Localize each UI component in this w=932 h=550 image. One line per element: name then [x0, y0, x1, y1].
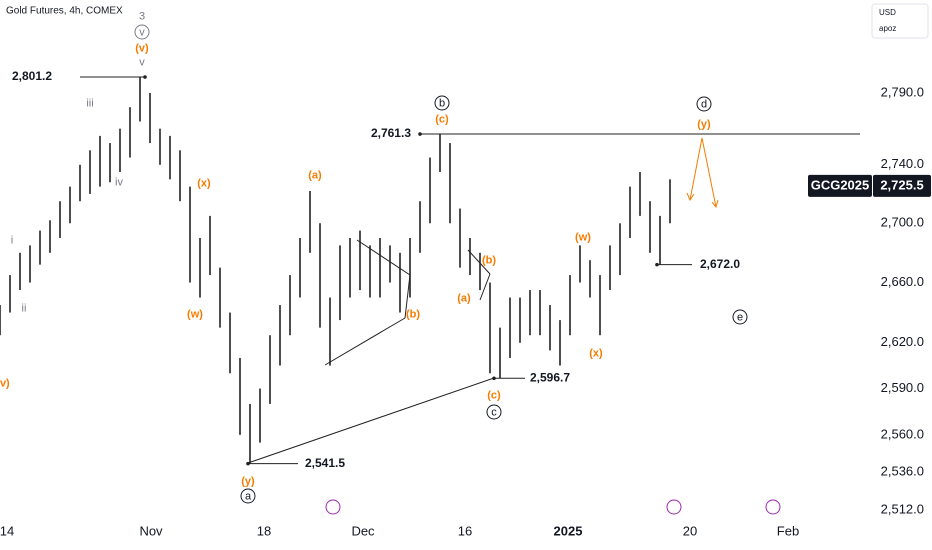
price-label: 2,725.5 [880, 177, 923, 192]
wave-label: (y) [241, 475, 255, 487]
event-icon[interactable] [325, 499, 341, 515]
wave-label: i [11, 234, 13, 246]
y-tick-label: 2,512.0 [881, 502, 924, 517]
wave-label: (x) [589, 347, 603, 359]
y-tick-label: 2,536.0 [881, 464, 924, 479]
wave-label: v [139, 56, 145, 68]
wave-label: v [139, 26, 145, 38]
wave-label: (x) [197, 177, 211, 189]
level-label: 2,672.0 [700, 257, 740, 271]
triangle-line [324, 317, 406, 366]
wave-label: (c) [487, 389, 501, 401]
x-tick-label: 18 [257, 523, 271, 538]
triangle-line [404, 274, 411, 319]
x-tick-label: 20 [683, 523, 697, 538]
trend-line [247, 377, 495, 464]
wave-label: (v) [135, 42, 149, 54]
level-label: 2,801.2 [12, 69, 52, 83]
wave-label: (w) [575, 231, 591, 243]
y-tick-label: 2,660.0 [881, 274, 924, 289]
wave-circle [732, 309, 748, 325]
wave-circle [696, 96, 712, 112]
wave-label: d [701, 98, 707, 110]
chart-title: Gold Futures, 4h, COMEX [6, 6, 123, 17]
wave-label: (b) [406, 308, 420, 320]
wave-circle [434, 95, 450, 111]
y-tick-label: 2,590.0 [881, 380, 924, 395]
event-icon[interactable] [765, 499, 781, 515]
wave-circle [486, 404, 502, 420]
wave-label: b [439, 97, 445, 109]
level-label: 2,596.7 [530, 370, 570, 384]
wave-label: iv [115, 176, 123, 188]
price-badge [873, 174, 931, 197]
x-tick-label: Nov [139, 523, 163, 538]
level-anchor [492, 376, 496, 381]
wave-label: (w) [187, 308, 203, 320]
level-label: 2,761.3 [371, 126, 411, 140]
wave-label: (b) [482, 254, 496, 266]
triangle-line [467, 249, 491, 275]
triangle-line [479, 273, 491, 301]
wave-label: ii [22, 302, 27, 314]
y-tick-label: 2,560.0 [881, 426, 924, 441]
level-label: 2,541.5 [305, 456, 345, 470]
wave-circle [134, 24, 150, 40]
symbol-label: GCG2025 [811, 177, 870, 192]
wave-label: (a) [308, 169, 322, 181]
wave-label: iii [86, 97, 93, 109]
triangle-line [356, 239, 411, 276]
user: apoz [879, 24, 896, 33]
level-anchor [143, 75, 147, 79]
y-tick-label: 2,620.0 [881, 334, 924, 349]
x-tick-label: Feb [777, 523, 799, 538]
x-tick-label: Dec [351, 523, 375, 538]
currency: USD [879, 8, 896, 17]
wave-label: c [491, 406, 497, 418]
y-tick-label: 2,790.0 [881, 84, 924, 99]
event-icons[interactable] [325, 499, 781, 515]
level-anchor [246, 461, 250, 466]
y-tick-label: 2,700.0 [881, 215, 924, 230]
y-tick-label: 2,740.0 [881, 156, 924, 171]
x-tick-label: 14 [0, 523, 14, 538]
currency-box[interactable] [871, 3, 929, 39]
wave-circle [240, 488, 256, 504]
symbol-badge [808, 174, 872, 197]
wave-label: 3 [139, 10, 145, 22]
wave-label: e [737, 311, 743, 323]
wave-label: (a) [457, 292, 471, 304]
wave-label: a [245, 490, 252, 502]
wave-label: (v) [0, 377, 10, 389]
drawings [247, 239, 495, 464]
level-anchor [655, 262, 659, 267]
x-tick-label: 16 [458, 523, 472, 538]
wave-label: (y) [697, 118, 711, 130]
x-tick-label: 2025 [554, 523, 583, 538]
projection-arrow [686, 137, 719, 209]
event-icon[interactable] [666, 499, 682, 515]
wave-label: (c) [435, 113, 449, 125]
level-anchor [418, 132, 422, 136]
